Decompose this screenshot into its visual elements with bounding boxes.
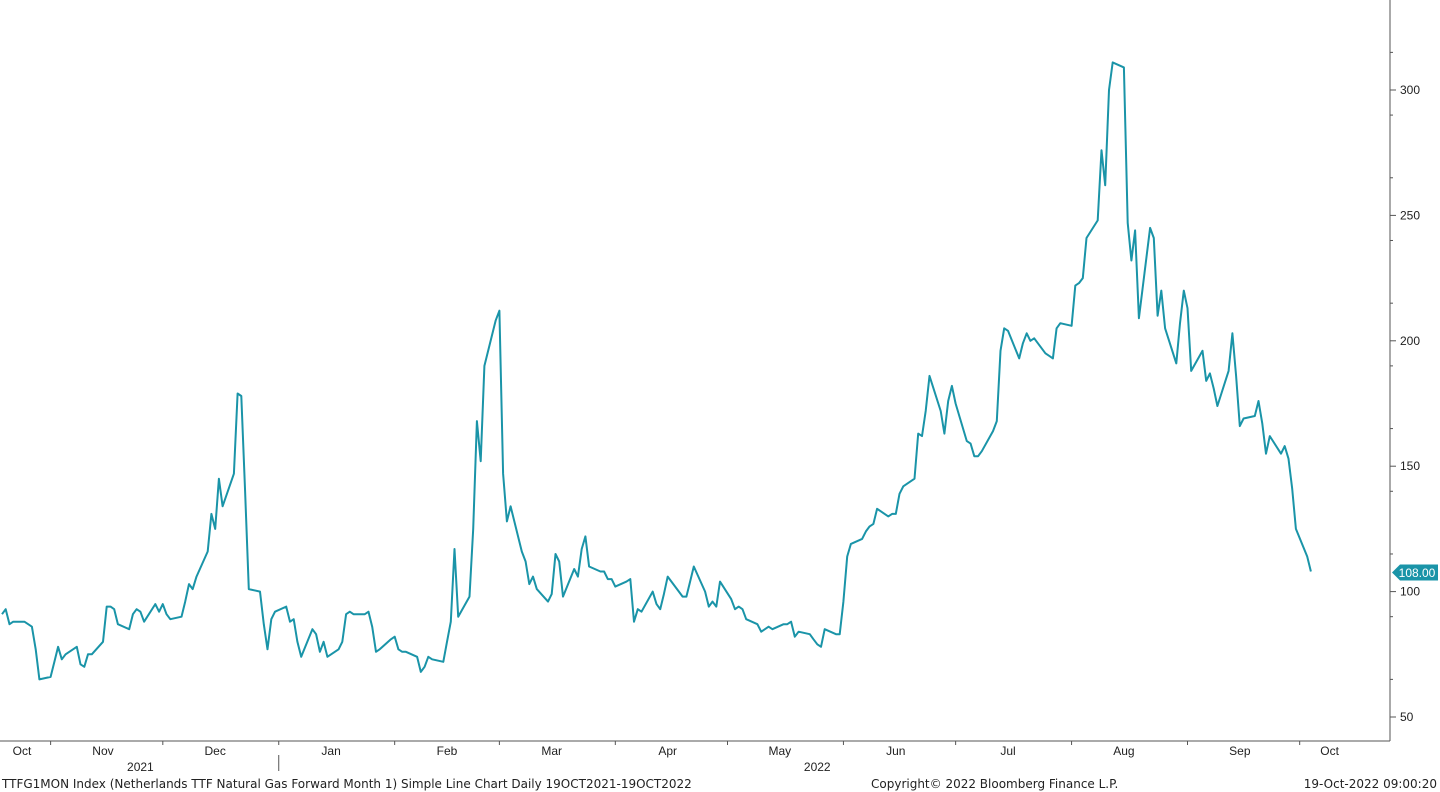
y-tick-label: 300 [1400, 83, 1420, 97]
y-tick-label: 100 [1400, 585, 1420, 599]
chart-timestamp: 19-Oct-2022 09:00:20 [1304, 777, 1437, 791]
y-tick-label: 150 [1400, 459, 1420, 473]
x-month-label: Jan [321, 744, 340, 758]
y-tick-label: 250 [1400, 208, 1420, 222]
x-month-label: Jul [1000, 744, 1015, 758]
x-month-label: Oct [13, 744, 32, 758]
chart-description: TTFG1MON Index (Netherlands TTF Natural … [1, 777, 692, 791]
last-value-label: 108.00 [1399, 566, 1436, 580]
last-value-marker: 108.00 [1392, 564, 1438, 581]
x-year-label: 2022 [804, 760, 831, 774]
x-month-label: Nov [92, 744, 113, 758]
x-month-label: May [769, 744, 792, 758]
last-value-tag [1392, 564, 1438, 581]
x-month-label: Sep [1229, 744, 1251, 758]
x-month-label: Oct [1320, 744, 1339, 758]
x-month-label: Aug [1113, 744, 1134, 758]
chart-footer: TTFG1MON Index (Netherlands TTF Natural … [1, 777, 1437, 791]
x-month-label: Mar [541, 744, 562, 758]
y-axis: 50 100 150 200 250 300 [1389, 0, 1420, 741]
x-year-label: 2021 [127, 760, 154, 774]
x-month-label: Apr [658, 744, 677, 758]
series-layer [1, 61, 1312, 681]
copyright-notice: Copyright© 2022 Bloomberg Finance L.P. [871, 777, 1118, 791]
y-tick-label: 50 [1400, 710, 1414, 724]
x-axis: Oct Nov Dec Jan Feb Mar Apr May Jun Jul Aug Sep Oct 2… [0, 740, 1390, 774]
series-line [1, 61, 1312, 681]
y-tick-label: 200 [1400, 334, 1420, 348]
x-month-label: Feb [437, 744, 458, 758]
x-month-label: Jun [886, 744, 905, 758]
x-month-label: Dec [204, 744, 225, 758]
